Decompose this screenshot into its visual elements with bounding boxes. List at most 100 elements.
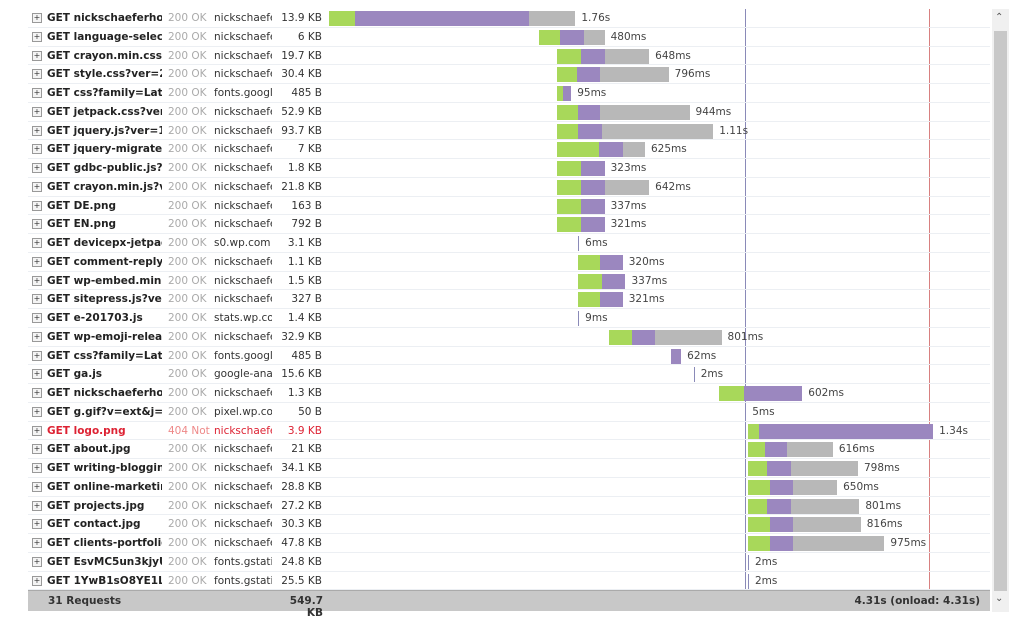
plus-box-icon[interactable]: + — [32, 256, 42, 267]
request-row[interactable]: + GET wp-embed.min.j 200 OK nickschaefer 1.5… — [28, 272, 990, 291]
chevron-down-icon[interactable]: ⌄ — [995, 593, 1004, 604]
request-status: 200 OK — [168, 330, 207, 343]
plus-box-icon[interactable]: + — [32, 556, 42, 567]
request-name[interactable]: GET jquery.js?ver=1 — [47, 124, 162, 137]
request-name[interactable]: GET css?family=Latc — [47, 87, 162, 99]
plus-box-icon[interactable]: + — [32, 125, 42, 136]
request-row[interactable]: + GET clients-portfolio 200 OK nickschaefer… — [28, 534, 990, 553]
plus-box-icon[interactable]: + — [32, 275, 42, 286]
request-row[interactable]: + GET wp-emoji-releas 200 OK nickschaefer 32… — [28, 328, 990, 347]
request-name[interactable]: GET EsvMC5un3kjyU — [47, 555, 162, 568]
request-name[interactable]: GET about.jpg — [47, 443, 131, 456]
request-name[interactable]: GET jetpack.css?ver — [47, 105, 162, 118]
request-name[interactable]: GET style.css?ver=2 — [47, 68, 162, 81]
request-row[interactable]: + GET online-marketin 200 OK nickschaefer 28… — [28, 478, 990, 497]
request-row[interactable]: + GET devicepx-jetpac 200 OK s0.wp.com 3.1 K… — [28, 234, 990, 253]
request-row[interactable]: + GET style.css?ver=2 200 OK nickschaefer 30… — [28, 65, 990, 84]
vertical-scrollbar[interactable]: ⌃ ⌄ — [992, 9, 1009, 612]
request-name[interactable]: GET devicepx-jetpac — [47, 237, 162, 249]
request-row[interactable]: + GET g.gif?v=ext&j=1 200 OK pixel.wp.cor 50… — [28, 403, 990, 422]
plus-box-icon[interactable]: + — [32, 50, 42, 61]
request-row[interactable]: + GET sitepress.js?ver 200 OK nickschaefer 3… — [28, 290, 990, 309]
timing-bar-waiting — [767, 498, 792, 514]
request-row[interactable]: + GET writing-blogging 200 OK nickschaefer 3… — [28, 459, 990, 478]
request-name[interactable]: GET comment-reply. — [47, 255, 162, 268]
request-name[interactable]: GET nickschaeferhof — [47, 387, 162, 399]
plus-box-icon[interactable]: + — [32, 481, 42, 492]
request-name[interactable]: GET wp-embed.min.j — [47, 274, 162, 287]
scrollbar-thumb[interactable] — [994, 31, 1007, 591]
request-name[interactable]: GET logo.png — [47, 424, 126, 437]
request-row[interactable]: + GET jquery-migrate. 200 OK nickschaefer 7 … — [28, 140, 990, 159]
request-name[interactable]: GET e-201703.js — [47, 312, 143, 324]
request-name[interactable]: GET g.gif?v=ext&j=1 — [47, 405, 162, 418]
request-row[interactable]: + GET crayon.min.js?v 200 OK nickschaefer 21… — [28, 178, 990, 197]
request-name[interactable]: GET 1YwB1sO8YE1Ly — [47, 574, 162, 587]
plus-box-icon[interactable]: + — [32, 69, 42, 80]
plus-box-icon[interactable]: + — [32, 238, 42, 248]
request-row[interactable]: + GET projects.jpg 200 OK nickschaefer 27.2 … — [28, 497, 990, 516]
request-row[interactable]: + GET jquery.js?ver=1 200 OK nickschaefer 93… — [28, 122, 990, 141]
request-name[interactable]: GET clients-portfolio — [47, 537, 162, 549]
request-name[interactable]: GET language-select — [47, 30, 162, 43]
request-name[interactable]: GET writing-blogging — [47, 462, 162, 474]
plus-box-icon[interactable]: + — [32, 406, 42, 417]
plus-box-icon[interactable]: + — [32, 369, 42, 380]
request-row[interactable]: + GET DE.png 200 OK nickschaefer 163 B 337ms — [28, 197, 990, 216]
plus-box-icon[interactable]: + — [32, 313, 42, 323]
plus-box-icon[interactable]: + — [32, 463, 42, 473]
request-row[interactable]: + GET EN.png 200 OK nickschaefer 792 B 321ms — [28, 215, 990, 234]
chevron-up-icon[interactable]: ⌃ — [995, 12, 1004, 23]
request-row[interactable]: + GET EsvMC5un3kjyU 200 OK fonts.gstatic 24.… — [28, 553, 990, 572]
plus-box-icon[interactable]: + — [32, 31, 42, 42]
request-row[interactable]: + GET contact.jpg 200 OK nickschaefer 30.3 K… — [28, 515, 990, 534]
request-name[interactable]: GET crayon.min.js?v — [47, 180, 162, 193]
request-name[interactable]: GET sitepress.js?ver — [47, 293, 162, 306]
plus-box-icon[interactable]: + — [32, 13, 42, 23]
request-name[interactable]: GET wp-emoji-releas — [47, 330, 162, 343]
request-row[interactable]: + GET gdbc-public.js?v 200 OK nickschaefer 1… — [28, 159, 990, 178]
plus-box-icon[interactable]: + — [32, 500, 42, 511]
request-name[interactable]: GET projects.jpg — [47, 499, 145, 512]
plus-box-icon[interactable]: + — [32, 350, 42, 361]
plus-box-icon[interactable]: + — [32, 538, 42, 548]
request-row[interactable]: + GET css?family=Latc 200 OK fonts.google 48… — [28, 347, 990, 366]
request-row[interactable]: + GET nickschaeferhof 200 OK nickschaefer 1.… — [28, 384, 990, 403]
request-name[interactable]: GET crayon.min.css? — [47, 49, 162, 62]
plus-box-icon[interactable]: + — [32, 163, 42, 173]
request-name[interactable]: GET gdbc-public.js?v — [47, 162, 162, 174]
request-row[interactable]: + GET comment-reply. 200 OK nickschaefer 1.1… — [28, 253, 990, 272]
request-row[interactable]: + GET jetpack.css?ver 200 OK nickschaefer 52… — [28, 103, 990, 122]
plus-box-icon[interactable]: + — [32, 144, 42, 155]
request-name[interactable]: GET contact.jpg — [47, 518, 141, 531]
request-name[interactable]: GET EN.png — [47, 218, 117, 231]
request-row[interactable]: + GET 1YwB1sO8YE1Ly 200 OK fonts.gstatic 25.… — [28, 572, 990, 591]
request-name[interactable]: GET css?family=Latc — [47, 349, 162, 362]
plus-box-icon[interactable]: + — [32, 519, 42, 530]
request-row[interactable]: + GET about.jpg 200 OK nickschaefer 21 KB 616… — [28, 440, 990, 459]
plus-box-icon[interactable]: + — [32, 200, 42, 211]
plus-box-icon[interactable]: + — [32, 219, 42, 230]
request-name[interactable]: GET nickschaeferhof — [47, 12, 162, 24]
timing-bar-waiting — [580, 198, 605, 214]
request-row[interactable]: + GET css?family=Latc 200 OK fonts.google 48… — [28, 84, 990, 103]
request-row[interactable]: + GET language-select 200 OK nickschaefer 6 … — [28, 28, 990, 47]
request-name[interactable]: GET jquery-migrate. — [47, 143, 162, 156]
plus-box-icon[interactable]: + — [32, 106, 42, 117]
request-row[interactable]: + GET logo.png 404 Not nickschaefer 3.9 KB 1.… — [28, 422, 990, 441]
request-row[interactable]: + GET crayon.min.css? 200 OK nickschaefer 19… — [28, 47, 990, 66]
plus-box-icon[interactable]: + — [32, 425, 42, 436]
request-name[interactable]: GET online-marketin — [47, 480, 162, 493]
request-row[interactable]: + GET e-201703.js 200 OK stats.wp.cor 1.4 KB… — [28, 309, 990, 328]
request-name[interactable]: GET ga.js — [47, 368, 103, 381]
plus-box-icon[interactable]: + — [32, 444, 42, 455]
plus-box-icon[interactable]: + — [32, 331, 42, 342]
plus-box-icon[interactable]: + — [32, 575, 42, 586]
request-name[interactable]: GET DE.png — [47, 199, 116, 212]
request-row[interactable]: + GET ga.js 200 OK google-analy 15.6 KB 2ms — [28, 365, 990, 384]
plus-box-icon[interactable]: + — [32, 388, 42, 398]
plus-box-icon[interactable]: + — [32, 294, 42, 305]
request-row[interactable]: + GET nickschaeferhof 200 OK nickschaefer 13… — [28, 9, 990, 28]
plus-box-icon[interactable]: + — [32, 88, 42, 98]
plus-box-icon[interactable]: + — [32, 181, 42, 192]
